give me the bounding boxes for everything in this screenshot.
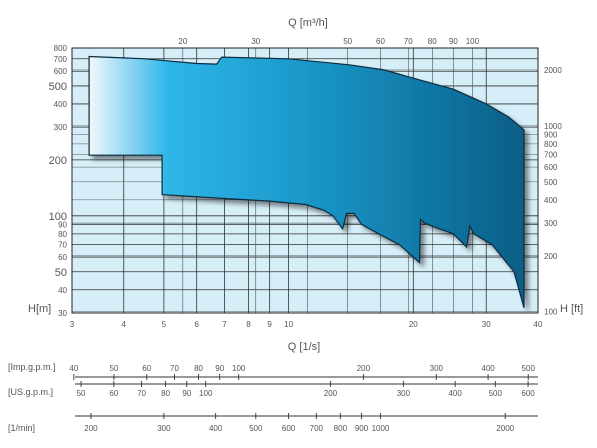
scale-tick-label: 300 [397,389,411,398]
y-tick-label-m: 50 [55,267,67,279]
scale-tick-label: 600 [282,424,296,433]
scale-tick-label: 70 [170,364,179,373]
top-axis-title: Q [m³/h] [288,17,328,29]
y-tick-label-ft: 900 [544,130,558,139]
y-tick-label-m: 80 [58,230,67,239]
x-tick-label-m3h: 60 [376,37,385,46]
scale-tick-label: 200 [84,424,98,433]
scale-tick-label: 600 [521,389,535,398]
y-tick-label-m: 500 [49,81,67,93]
x-tick-label-m3h: 70 [404,37,413,46]
y-tick-label-m: 300 [54,123,68,132]
y-tick-label-m: 400 [54,100,68,109]
x-tick-label-ls: 9 [267,320,272,329]
scale-tick-label: 2000 [496,424,514,433]
scale-tick-label: 50 [110,364,119,373]
scale-tick-label: 300 [430,364,444,373]
y-tick-label-m: 70 [58,241,67,250]
y-tick-label-m: 40 [58,286,67,295]
x-tick-label-ls: 3 [70,320,75,329]
y-tick-label-ft: 500 [544,178,558,187]
y-tick-label-ft: 800 [544,140,558,149]
x-tick-label-m3h: 50 [343,37,352,46]
x-tick-label-ls: 30 [482,320,491,329]
scale-tick-label: 200 [324,389,338,398]
y-tick-label-ft: 2000 [544,66,562,75]
y-tick-label-m: 90 [58,220,67,229]
x-tick-label-ls: 4 [122,320,127,329]
y-tick-label-ft: 700 [544,151,558,160]
scale-tick-label: 90 [215,364,224,373]
y-tick-label-ft: 1000 [544,122,562,131]
scale-tick-label: 50 [77,389,86,398]
y-tick-label-m: 600 [54,67,68,76]
x-tick-label-m3h: 100 [466,37,480,46]
scale-tick-label: 70 [137,389,146,398]
scale-tick-label: 80 [194,364,203,373]
y-tick-label-ft: 100 [544,308,558,317]
scale-tick-label: 800 [334,424,348,433]
scale-tick-label: 90 [182,389,191,398]
performance-envelope [88,55,525,308]
y-tick-label-ft: 400 [544,196,558,205]
x-tick-label-m3h: 30 [251,37,260,46]
scale-tick-label: 1000 [372,424,390,433]
y-tick-label-m: 800 [54,44,68,53]
scale-tick-label: 400 [209,424,223,433]
left-axis-title: H[m] [28,303,51,315]
x-tick-label-ls: 40 [534,320,543,329]
y-tick-label-ft: 300 [544,219,558,228]
scale-tick-label: 100 [232,364,246,373]
x-tick-label-ls: 6 [194,320,199,329]
y-tick-label-ft: 200 [544,252,558,261]
scale-tick-label: 900 [355,424,369,433]
x-tick-label-ls: 8 [246,320,251,329]
y-tick-label-m: 30 [58,309,67,318]
x-tick-label-ls: 5 [162,320,167,329]
bottom-axis-title: Q [1/s] [288,341,320,353]
x-tick-label-ls: 7 [222,320,227,329]
x-tick-label-ls: 10 [284,320,293,329]
scale-tick-label: 200 [357,364,371,373]
y-tick-label-m: 60 [58,253,67,262]
scale-tick-label: 100 [199,389,213,398]
scale-tick-label: 700 [310,424,324,433]
y-tick-label-m: 200 [49,155,67,167]
x-tick-label-ls: 20 [409,320,418,329]
scale-label: [Imp.g.p.m.] [8,362,56,372]
y-tick-label-m: 100 [49,211,67,223]
y-tick-label-ft: 600 [544,163,558,172]
scale-tick-label: 400 [481,364,495,373]
y-tick-label-m: 700 [54,55,68,64]
scale-tick-label: 60 [142,364,151,373]
x-tick-label-m3h: 90 [449,37,458,46]
scale-label: [US.g.p.m.] [8,387,53,397]
scale-tick-label: 40 [69,364,78,373]
scale-tick-label: 300 [157,424,171,433]
x-tick-label-m3h: 20 [178,37,187,46]
scale-label: [1/min] [8,423,35,433]
scale-tick-label: 80 [161,389,170,398]
scale-tick-label: 500 [522,364,536,373]
scale-tick-label: 60 [109,389,118,398]
right-axis-title: H [ft] [560,303,583,315]
scale-tick-label: 500 [249,424,263,433]
scale-tick-label: 500 [489,389,503,398]
x-tick-label-m3h: 80 [428,37,437,46]
plot-border [71,47,539,314]
scale-tick-label: 400 [448,389,462,398]
